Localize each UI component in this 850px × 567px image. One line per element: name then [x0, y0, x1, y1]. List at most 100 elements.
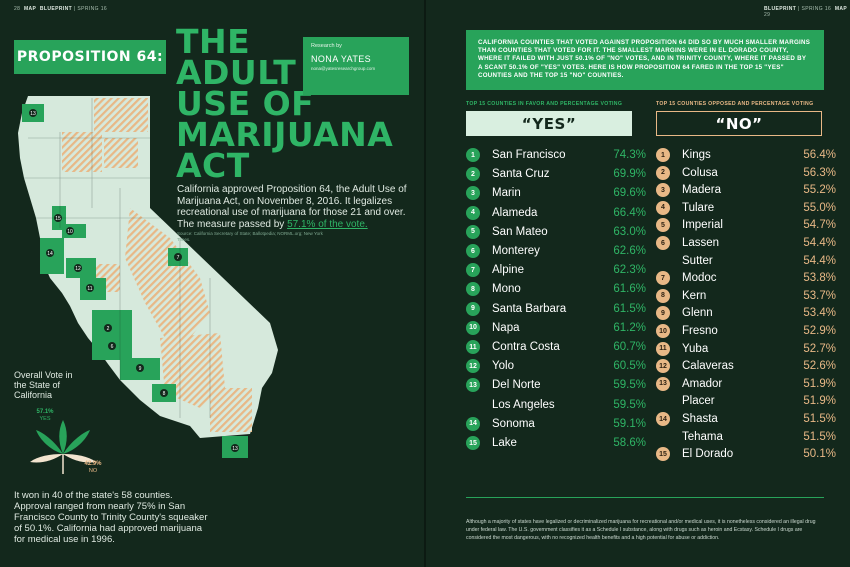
rank-badge: 13 [466, 378, 480, 393]
county-percent: 53.8% [803, 272, 836, 285]
county-name: Kings [682, 149, 711, 161]
county-no-region [104, 138, 138, 168]
right-folio: BLUEPRINT | SPRING 16 MAP 29 [764, 6, 848, 18]
county-name: Sonoma [492, 417, 535, 430]
county-percent: 51.9% [803, 395, 836, 408]
county-percent: 52.9% [803, 325, 836, 337]
rank-badge: 1 [466, 148, 480, 162]
rank-badge: 8 [656, 288, 670, 303]
county-name: Kern [682, 289, 707, 302]
summary-note: It won in 40 of the state's 58 counties.… [14, 490, 208, 545]
california-county-map: 13 15 10 14 12 11 7 2 6 9 8 13 [18, 96, 278, 458]
county-row: 4 Tulare 55.0% [656, 199, 836, 217]
county-row: 14 Sonoma 59.1% [466, 415, 646, 433]
county-percent: 53.7% [803, 289, 836, 302]
svg-text:10: 10 [67, 229, 73, 235]
county-row: 5 Imperial 54.7% [656, 216, 836, 234]
rank-badge: 11 [466, 340, 480, 354]
intro-highlight-link[interactable]: 57.1% of the vote. [287, 218, 368, 230]
county-row: 10 Napa 61.2% [466, 319, 646, 337]
title-line: THE [176, 22, 251, 61]
county-yes-region [92, 310, 132, 360]
county-percent: 59.5% [613, 398, 646, 411]
county-row: 1 Kings 56.4% [656, 146, 836, 164]
county-name: Monterey [492, 245, 540, 257]
county-row: 12 Calaveras 52.6% [656, 357, 836, 375]
county-name: Placer [682, 395, 715, 408]
county-row: Los Angeles 59.5% [466, 396, 646, 414]
research-credit-box: Research by NONA YATES nona@yatesresearc… [303, 37, 409, 95]
county-percent: 59.5% [613, 379, 646, 392]
counties-intro-text: California counties that voted against P… [478, 39, 811, 79]
county-row: 12 Yolo 60.5% [466, 357, 646, 375]
county-name: Mono [492, 283, 521, 296]
yes-column-title: “YES” [466, 111, 632, 136]
title-line: MARIJUANA [176, 115, 394, 154]
rank-badge: 13 [656, 376, 670, 391]
rank-badge [656, 430, 670, 444]
svg-text:11: 11 [87, 286, 92, 292]
county-percent: 59.1% [613, 417, 646, 430]
overall-yes-percent: 57.1% [36, 409, 54, 415]
source-credit: Source: California Secretary of State; B… [177, 231, 323, 242]
county-row: 11 Yuba 52.7% [656, 340, 836, 358]
overall-vote-label: Overall Vote in the State of California [14, 370, 73, 400]
county-row: 5 San Mateo 63.0% [466, 223, 646, 241]
proposition-label: PROPOSITION 64: [16, 49, 164, 65]
svg-text:8: 8 [163, 391, 166, 397]
county-percent: 50.1% [803, 448, 836, 461]
overall-no-percent: 42.9% [84, 461, 102, 467]
rank-badge: 15 [466, 436, 480, 450]
county-name: Madera [682, 184, 721, 197]
county-name: Alameda [492, 206, 538, 219]
rank-badge: 4 [656, 200, 670, 215]
county-name: Shasta [682, 413, 718, 425]
county-name: Lake [492, 437, 517, 449]
county-row: 7 Modoc 53.8% [656, 269, 836, 287]
rank-badge: 7 [466, 263, 480, 278]
title-line: USE OF [176, 84, 315, 123]
rank-badge: 10 [466, 320, 480, 335]
county-percent: 62.3% [613, 264, 646, 277]
county-name: Yuba [682, 342, 709, 355]
county-name: Tehama [682, 430, 723, 443]
svg-text:9: 9 [139, 366, 142, 372]
rank-badge: 9 [656, 306, 670, 321]
county-row: 10 Fresno 52.9% [656, 322, 836, 340]
folio-issue: SPRING 16 [801, 6, 832, 12]
county-name: Tulare [682, 201, 715, 214]
rank-badge: 8 [466, 282, 480, 297]
county-percent: 54.7% [803, 219, 836, 232]
rank-badge: 5 [656, 218, 670, 233]
county-no-region [160, 333, 225, 408]
county-no-region [140, 238, 162, 260]
county-percent: 55.2% [803, 184, 836, 197]
rank-badge: 11 [656, 341, 670, 356]
folio-publication: BLUEPRINT [39, 6, 73, 12]
county-name: Lassen [682, 237, 720, 249]
svg-text:12: 12 [75, 266, 81, 272]
county-row: 11 Contra Costa 60.7% [466, 338, 646, 356]
county-row: 1 San Francisco 74.3% [466, 146, 646, 164]
svg-text:2: 2 [107, 326, 110, 332]
folio-page-number: 28 [14, 6, 21, 12]
county-name: Alpine [492, 264, 524, 277]
rank-badge: 5 [466, 224, 480, 239]
rank-badge: 9 [466, 301, 480, 316]
rank-badge [656, 254, 670, 268]
counties-intro-box: California counties that voted against P… [466, 30, 824, 90]
county-row: 9 Santa Barbara 61.5% [466, 300, 646, 318]
county-name: Modoc [682, 272, 717, 285]
county-row: 13 Amador 51.9% [656, 375, 836, 393]
county-percent: 61.2% [613, 321, 646, 334]
rank-badge: 2 [466, 167, 480, 182]
rank-badge: 10 [656, 324, 670, 338]
county-row: 6 Monterey 62.6% [466, 242, 646, 260]
county-percent: 52.7% [803, 342, 836, 355]
county-row: 7 Alpine 62.3% [466, 261, 646, 279]
rank-badge: 1 [656, 148, 670, 162]
marijuana-leaf-chart [30, 420, 96, 474]
county-name: Colusa [682, 166, 718, 179]
county-percent: 51.5% [803, 413, 836, 425]
county-row: Sutter 54.4% [656, 252, 836, 270]
